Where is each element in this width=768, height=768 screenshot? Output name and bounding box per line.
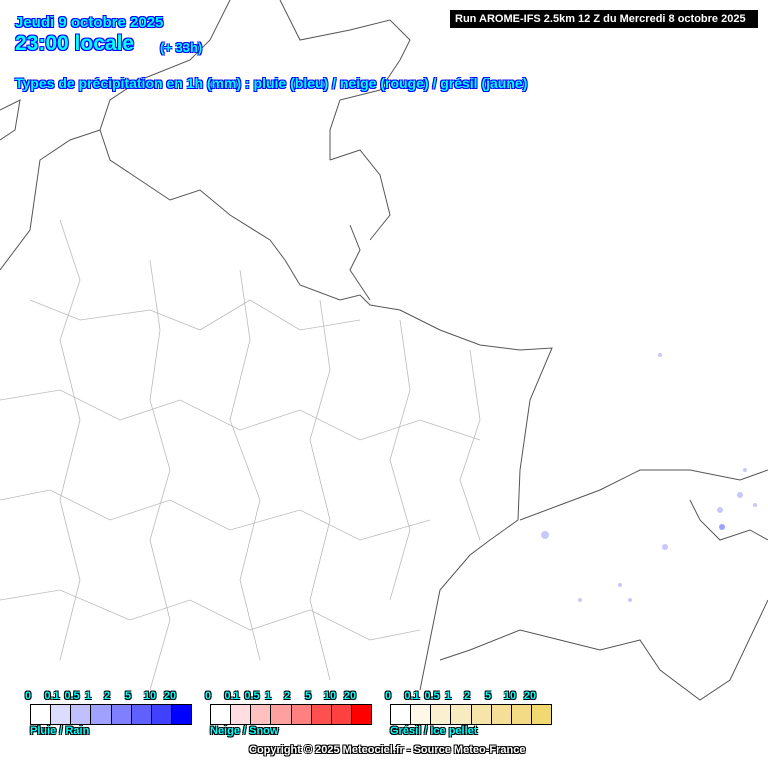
department-borders xyxy=(0,219,481,691)
tick: 20 xyxy=(523,690,537,702)
legend-swatch xyxy=(531,705,551,724)
forecast-date: Jeudi 9 octobre 2025 xyxy=(15,14,164,31)
legend-swatch xyxy=(311,705,332,724)
forecast-time: 23:00 locale xyxy=(15,32,135,55)
legend-swatch xyxy=(331,705,352,724)
legend-swatch xyxy=(131,705,152,724)
legend-swatch xyxy=(471,705,492,724)
rain-scale xyxy=(30,704,192,725)
legend-swatch xyxy=(491,705,512,724)
sleet-label: Grésil / Ice pellet xyxy=(390,725,478,737)
tick: 20 xyxy=(163,690,177,702)
legend-swatch xyxy=(291,705,312,724)
legend-swatch xyxy=(211,705,232,724)
tick: 5 xyxy=(484,690,492,702)
legend-ticks: 0 0.1 0.5 1 2 5 10 20 xyxy=(205,690,372,704)
tick: 1 xyxy=(444,690,452,702)
tick: 2 xyxy=(283,690,291,702)
tick: 0.1 xyxy=(44,690,60,702)
legend-swatch xyxy=(511,705,532,724)
tick: 20 xyxy=(343,690,357,702)
tick: 1 xyxy=(84,690,92,702)
tick: 0 xyxy=(204,690,212,702)
legend-ticks: 0 0.1 0.5 1 2 5 10 20 xyxy=(385,690,552,704)
legend-swatch xyxy=(451,705,472,724)
tick: 0.5 xyxy=(244,690,260,702)
tick: 5 xyxy=(304,690,312,702)
legend-snow: 0 0.1 0.5 1 2 5 10 20 Neige / Snow xyxy=(205,690,372,737)
snow-label: Neige / Snow xyxy=(210,725,279,737)
map-subtitle: Types de précipitation en 1h (mm) : plui… xyxy=(15,75,528,91)
tick: 0.1 xyxy=(224,690,240,702)
tick: 0.5 xyxy=(424,690,440,702)
tick: 5 xyxy=(124,690,132,702)
legend-sleet: 0 0.1 0.5 1 2 5 10 20 Grésil / Ice pelle… xyxy=(385,690,552,737)
tick: 2 xyxy=(103,690,111,702)
legend-swatch xyxy=(111,705,132,724)
tick: 10 xyxy=(143,690,157,702)
rain-label: Pluie / Rain xyxy=(30,725,90,737)
country-borders xyxy=(0,0,768,701)
legend-swatch xyxy=(31,705,52,724)
copyright: Copyright © 2025 Meteociel.fr - Source M… xyxy=(249,744,526,756)
legend-swatch xyxy=(351,705,371,724)
tick: 1 xyxy=(264,690,272,702)
forecast-lead: (+ 33h) xyxy=(160,40,203,55)
legend-swatch xyxy=(71,705,92,724)
tick: 0 xyxy=(384,690,392,702)
tick: 0.1 xyxy=(404,690,420,702)
tick: 2 xyxy=(463,690,471,702)
tick: 10 xyxy=(323,690,337,702)
legend-swatch xyxy=(391,705,412,724)
legend-rain: 0 0.1 0.5 1 2 5 10 20 Pluie / Rain xyxy=(25,690,192,737)
legend-swatch xyxy=(151,705,172,724)
rain-areas xyxy=(541,353,757,602)
tick: 0.5 xyxy=(64,690,80,702)
snow-scale xyxy=(210,704,372,725)
legend-swatch xyxy=(171,705,191,724)
legend-ticks: 0 0.1 0.5 1 2 5 10 20 xyxy=(25,690,192,704)
tick: 0 xyxy=(24,690,32,702)
legend-swatch xyxy=(91,705,112,724)
run-info: Run AROME-IFS 2.5km 12 Z du Mercredi 8 o… xyxy=(450,10,758,28)
legend-swatch xyxy=(231,705,252,724)
tick: 10 xyxy=(503,690,517,702)
legend-swatch xyxy=(51,705,72,724)
legend-swatch xyxy=(431,705,452,724)
legend-swatch xyxy=(251,705,272,724)
sleet-scale xyxy=(390,704,552,725)
legend-swatch xyxy=(411,705,432,724)
legend-swatch xyxy=(271,705,292,724)
